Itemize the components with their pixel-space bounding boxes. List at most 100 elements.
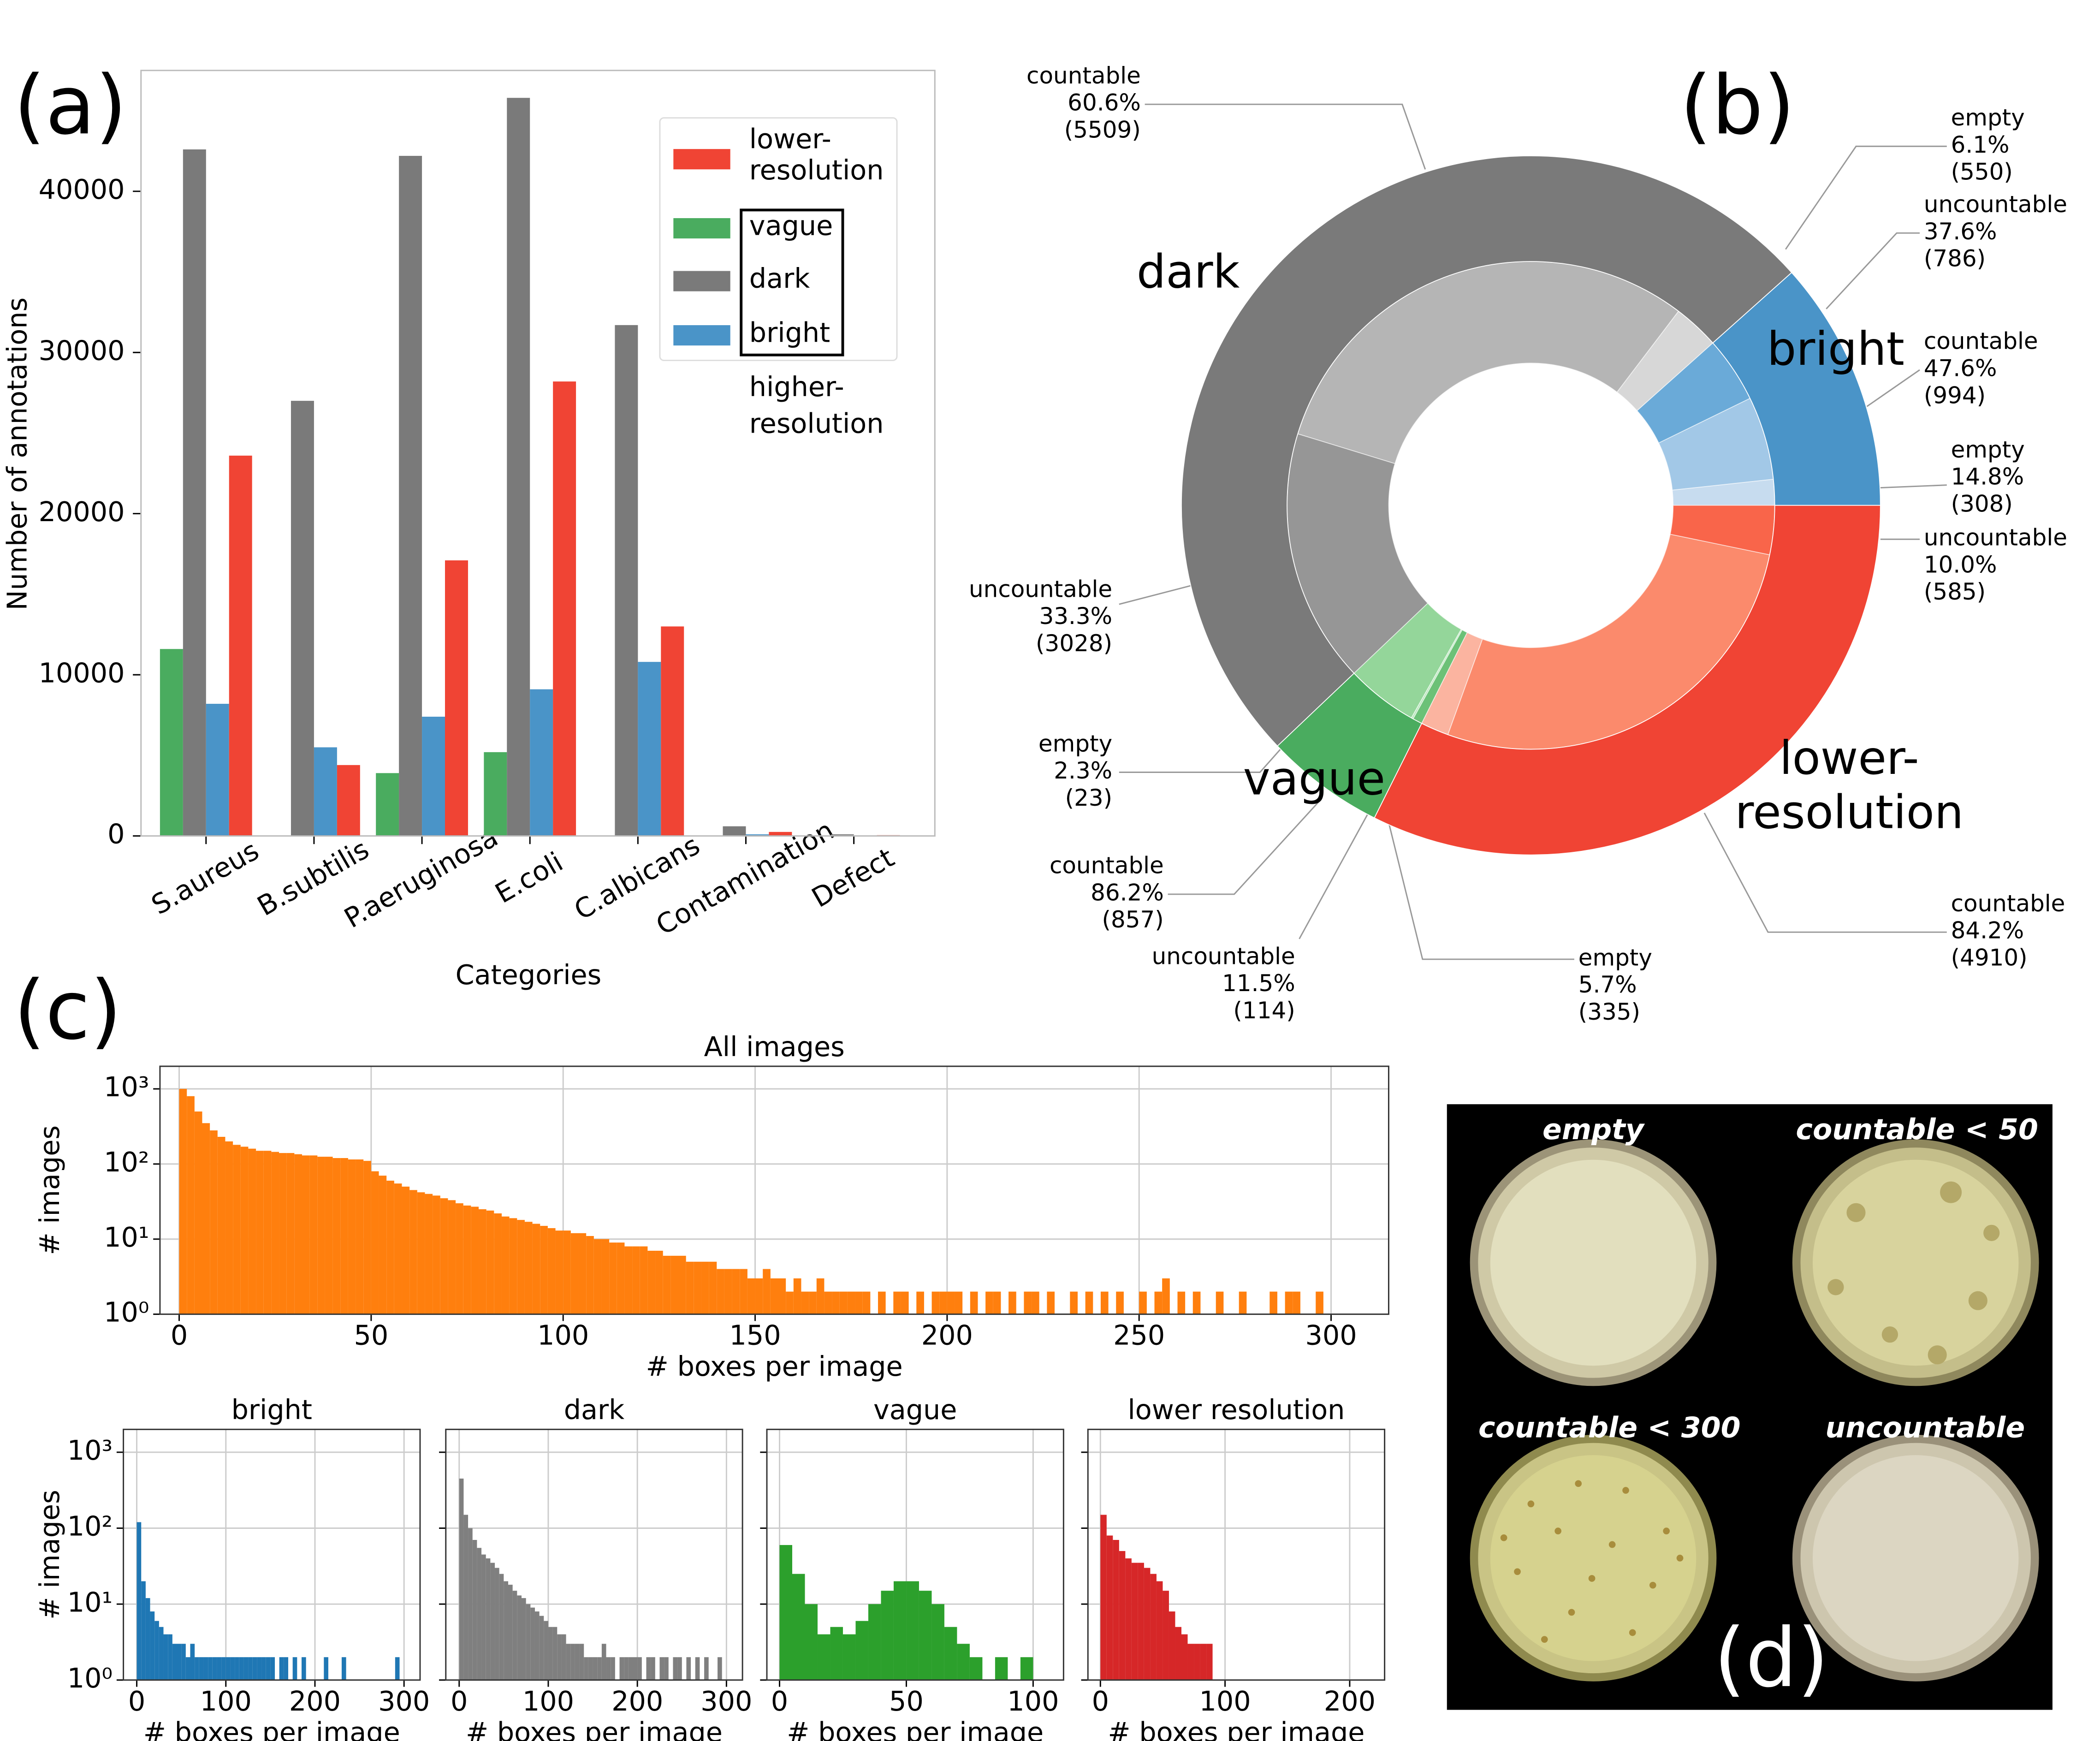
wedge-count: (335) <box>1578 998 1640 1025</box>
histogram-bar <box>154 1621 159 1680</box>
histogram-bar <box>1047 1291 1055 1314</box>
histogram-bar <box>534 1611 540 1680</box>
histogram-bar <box>839 1291 848 1314</box>
histogram-bar <box>341 1657 346 1680</box>
histogram-bar <box>628 1657 633 1680</box>
histogram-bar <box>348 1159 356 1314</box>
histogram-bar <box>490 1563 495 1680</box>
chart-title: vague <box>873 1394 957 1426</box>
histogram-bar <box>294 1154 302 1314</box>
y-tick-label: 10³ <box>104 1071 149 1103</box>
leader-line <box>1299 812 1369 939</box>
bar <box>399 155 422 836</box>
histogram-bar <box>673 1657 678 1680</box>
histogram-bar <box>561 1634 566 1680</box>
plate-agar <box>1490 1455 1697 1661</box>
histogram-bar <box>646 1657 651 1680</box>
histogram-bar <box>670 1255 679 1314</box>
bar <box>422 717 445 836</box>
panel-label: (d) <box>1714 1610 1828 1705</box>
histogram-bar <box>547 1228 556 1314</box>
histogram-bar <box>433 1195 440 1314</box>
histogram-bar <box>1008 1291 1016 1314</box>
wedge-count: (994) <box>1924 382 1986 409</box>
y-tick-label: 10⁰ <box>67 1662 113 1694</box>
histogram-bar <box>906 1581 919 1680</box>
histogram-bar <box>544 1621 548 1680</box>
colonies <box>1500 1480 1684 1643</box>
histogram-bar <box>279 1657 284 1680</box>
histogram-bar <box>601 1644 606 1680</box>
panel-label: (c) <box>14 963 122 1058</box>
x-tick-label: 0 <box>451 1685 468 1717</box>
histogram-bar <box>1100 1291 1109 1314</box>
axes-frame <box>1087 1428 1386 1681</box>
wedge-label: countable <box>1026 62 1141 89</box>
histogram-bar <box>575 1644 580 1680</box>
histogram-bar <box>261 1657 266 1680</box>
histogram-bar <box>1200 1644 1207 1680</box>
histogram-bar <box>1032 1291 1039 1314</box>
histogram-bar <box>248 1148 256 1314</box>
x-axis-label: # boxes per image <box>466 1716 723 1741</box>
wedge-label: uncountable <box>1152 943 1295 969</box>
x-tick-label: 0 <box>771 1685 788 1717</box>
x-tick-label: 200 <box>921 1319 973 1351</box>
histogram-bar <box>801 1291 809 1314</box>
histogram-bar <box>185 1657 190 1680</box>
histogram-bar <box>663 1255 671 1314</box>
histogram-bar <box>717 1269 724 1314</box>
histogram-bar <box>1154 1291 1163 1314</box>
histogram-bar <box>793 1278 801 1314</box>
chart-title: All images <box>704 1031 845 1063</box>
histogram-bar <box>1070 1291 1078 1314</box>
histogram-bar <box>417 1192 425 1314</box>
histogram-bar <box>472 1540 477 1680</box>
histogram-bar <box>195 1657 199 1680</box>
histogram-bar <box>163 1634 168 1680</box>
y-tick-label: 10000 <box>39 657 125 689</box>
histogram-bar <box>740 1269 747 1314</box>
bar <box>160 649 183 836</box>
wedge-count: (114) <box>1233 997 1295 1024</box>
histogram-bar <box>524 1222 533 1314</box>
panel-label: (b) <box>1680 58 1795 153</box>
histogram-bar <box>939 1291 947 1314</box>
legend-label: lower-resolution <box>749 123 884 186</box>
leader-line <box>1388 822 1574 960</box>
histogram-bar <box>177 1644 182 1680</box>
bar <box>746 834 769 836</box>
histogram-bar <box>597 1657 602 1680</box>
legend-swatch <box>673 271 730 291</box>
chart-title: dark <box>564 1394 624 1426</box>
leader-line <box>1785 145 1947 250</box>
histogram-bar <box>495 1568 499 1680</box>
histogram-bar <box>1125 1558 1132 1680</box>
photo-panel: empty countable < 50 countable < 300 uncoun… <box>1447 1104 2053 1710</box>
histogram-bar <box>1269 1291 1277 1314</box>
histogram-bar <box>724 1269 732 1314</box>
histogram-bar <box>704 1657 709 1680</box>
histogram-bar <box>563 1230 571 1314</box>
histogram-bar <box>557 1634 562 1680</box>
histogram-bar <box>809 1291 817 1314</box>
histogram-bar <box>584 1657 588 1680</box>
histogram-bar <box>855 1621 868 1680</box>
histogram-bar <box>824 1291 832 1314</box>
histogram-bar <box>931 1291 940 1314</box>
histogram-bar <box>593 1239 602 1314</box>
wedge-share: 11.5% <box>1222 970 1295 997</box>
histogram-bar <box>957 1644 970 1680</box>
legend-swatch <box>673 218 730 239</box>
histogram-bar <box>955 1291 963 1314</box>
wedge-count: (5509) <box>1064 116 1141 143</box>
histogram-bar <box>517 1595 522 1680</box>
wedge-count: (308) <box>1951 490 2013 517</box>
histogram-bar <box>694 1261 701 1314</box>
histogram-bar <box>570 1233 579 1314</box>
histogram-bar <box>647 1250 656 1314</box>
histogram-bar <box>479 1209 486 1314</box>
histogram-bar <box>317 1157 325 1314</box>
histogram-bar <box>386 1181 394 1314</box>
bar <box>229 455 252 836</box>
